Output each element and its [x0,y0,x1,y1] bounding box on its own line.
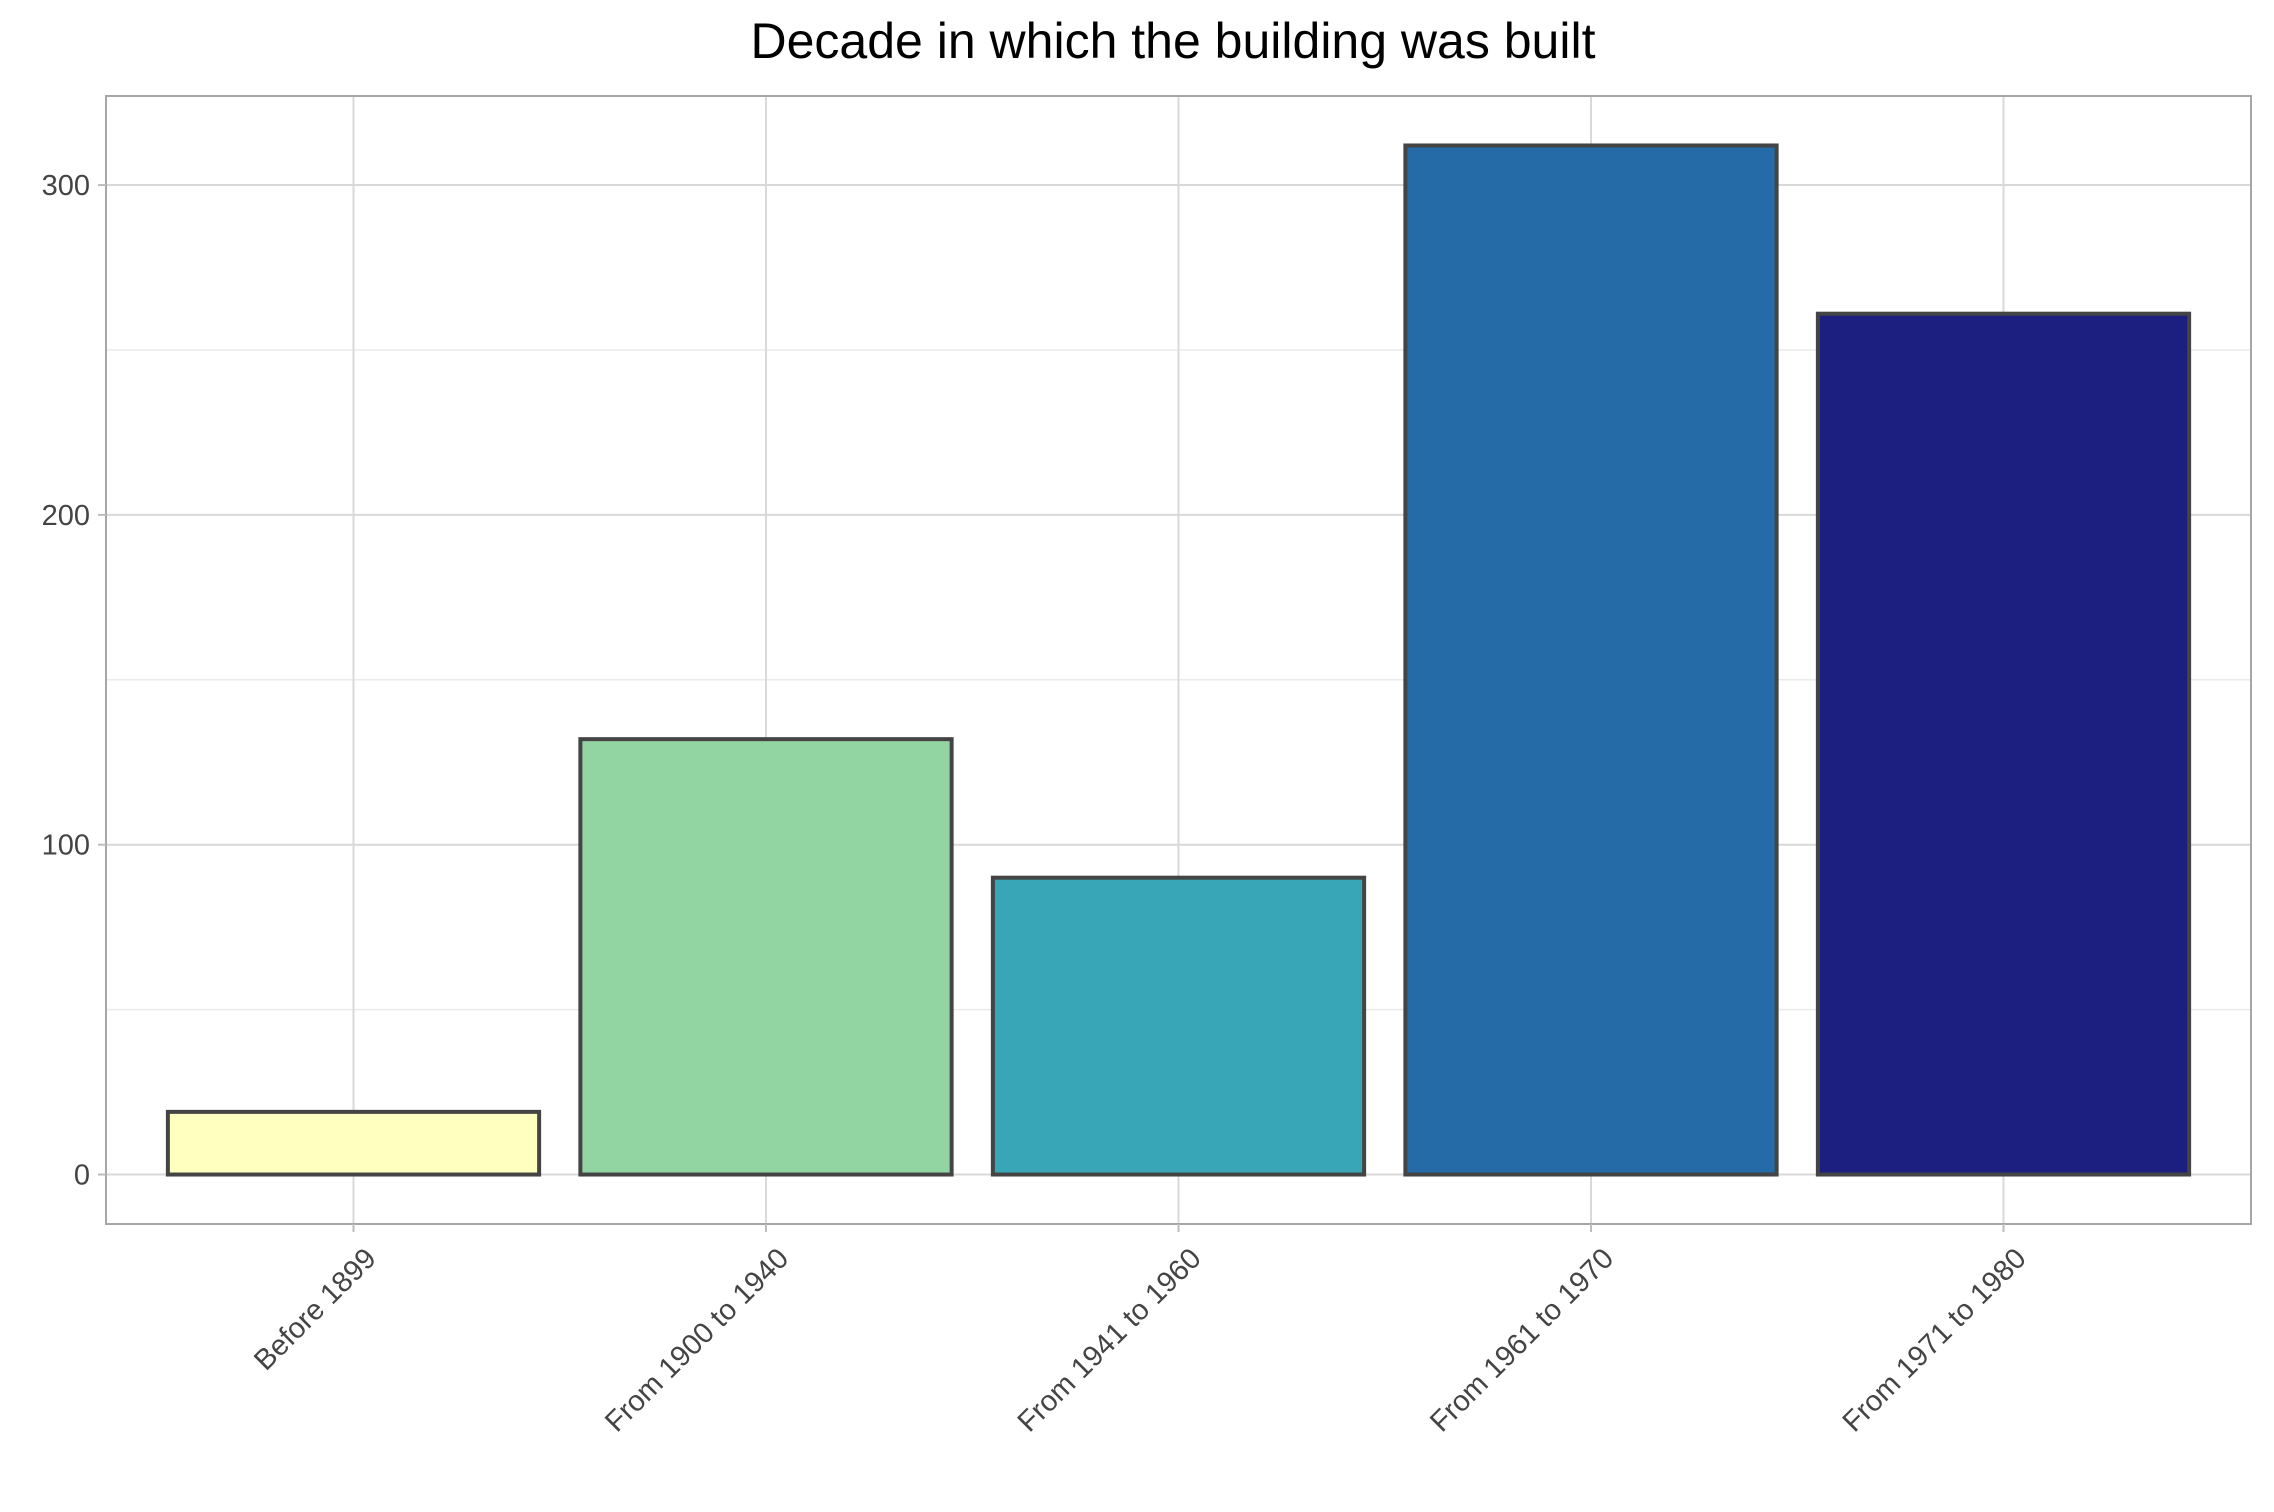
x-tick-label: From 1900 to 1940 [599,1242,795,1438]
bars [165,143,2192,1177]
x-tick-label: Before 1899 [248,1242,382,1376]
bar-before-1899 [165,1109,542,1177]
y-tick-label: 0 [74,1160,90,1192]
x-axis-tick-labels: Before 1899 From 1900 to 1940 From 1941 to… [248,1242,2032,1438]
y-tick-label: 100 [42,830,90,862]
bar-from-1971-to-1980 [1815,311,2192,1177]
y-tick-label: 300 [42,170,90,202]
y-axis-tick-labels: 0 100 200 300 [42,170,90,1191]
y-tick-label: 200 [42,500,90,532]
axis-ticks [98,184,2005,1232]
x-tick-label: From 1961 to 1970 [1424,1242,1620,1438]
bar-from-1941-to-1960 [990,875,1367,1177]
x-tick-label: From 1971 to 1980 [1837,1242,2033,1438]
chart-title: Decade in which the building was built [751,13,1596,69]
bar-from-1961-to-1970 [1403,143,1779,1177]
bar-from-1900-to-1940 [578,737,954,1177]
x-tick-label: From 1941 to 1960 [1012,1242,1208,1438]
